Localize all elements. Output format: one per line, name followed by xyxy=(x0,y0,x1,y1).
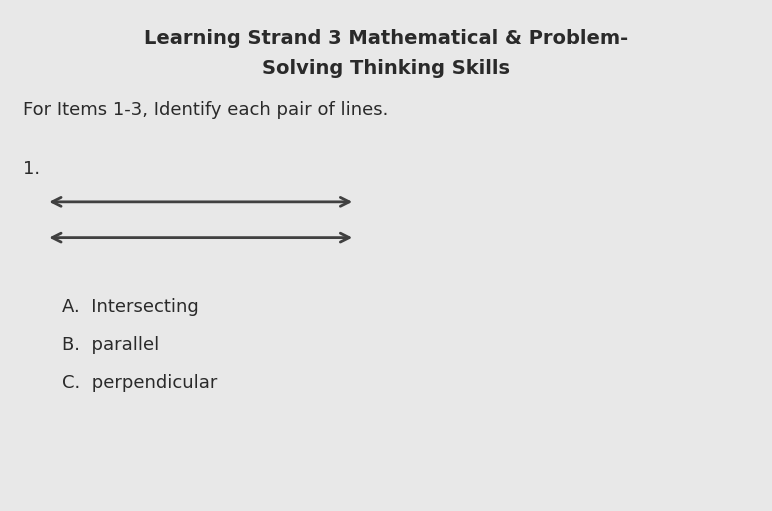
Text: For Items 1-3, Identify each pair of lines.: For Items 1-3, Identify each pair of lin… xyxy=(23,101,388,119)
Text: Solving Thinking Skills: Solving Thinking Skills xyxy=(262,59,510,79)
Text: B.  parallel: B. parallel xyxy=(62,336,159,354)
Text: Learning Strand 3 Mathematical & Problem-: Learning Strand 3 Mathematical & Problem… xyxy=(144,29,628,48)
Text: A.  Intersecting: A. Intersecting xyxy=(62,297,198,316)
Text: C.  perpendicular: C. perpendicular xyxy=(62,374,217,392)
Text: 1.: 1. xyxy=(23,159,40,178)
